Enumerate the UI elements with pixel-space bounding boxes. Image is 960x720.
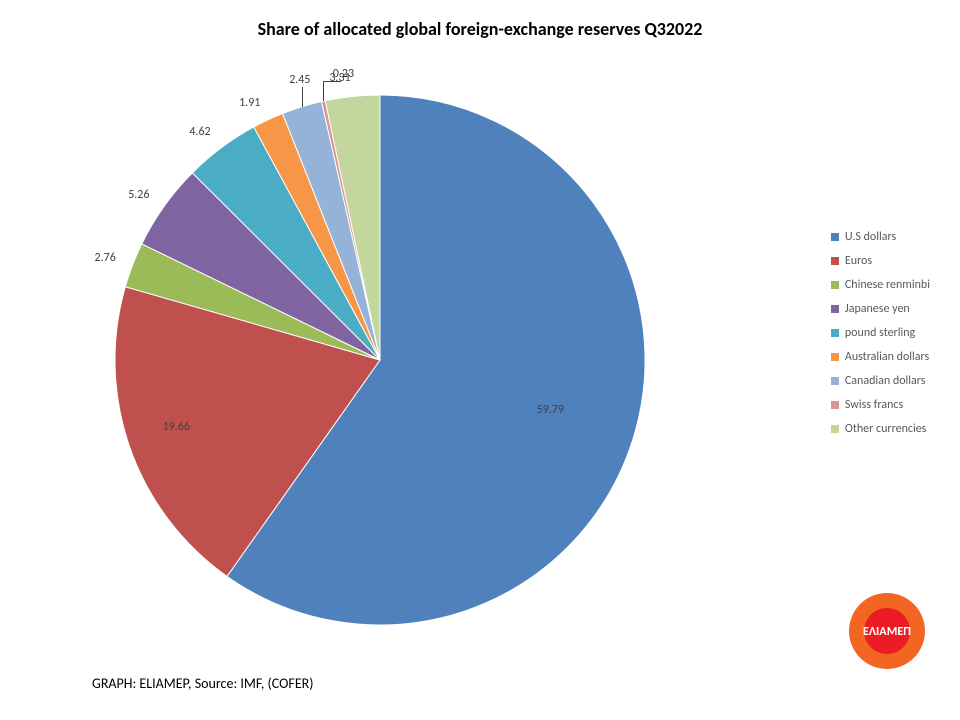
eliamep-logo: ΕΛΙΑΜΕΠ [848, 592, 926, 670]
data-label: 4.62 [189, 125, 210, 139]
legend-label: Swiss francs [845, 398, 903, 412]
legend-item: Other currencies [831, 422, 930, 436]
legend-swatch [831, 353, 839, 361]
legend-item: pound sterling [831, 326, 930, 340]
legend-label: Canadian dollars [845, 374, 926, 388]
pie-area [60, 60, 700, 640]
data-label: 5.26 [128, 188, 149, 202]
legend-swatch [831, 401, 839, 409]
legend-swatch [831, 281, 839, 289]
legend-label: Japanese yen [845, 302, 910, 316]
legend-label: Euros [845, 254, 872, 268]
legend-label: Chinese renminbi [845, 278, 930, 292]
svg-text:ΕΛΙΑΜΕΠ: ΕΛΙΑΜΕΠ [863, 624, 911, 639]
data-label: 2.76 [95, 251, 116, 265]
legend-label: Australian dollars [845, 350, 929, 364]
legend-swatch [831, 329, 839, 337]
legend-item: Swiss francs [831, 398, 930, 412]
legend-label: pound sterling [845, 326, 915, 340]
data-label: 3.31 [329, 71, 350, 85]
legend-item: Canadian dollars [831, 374, 930, 388]
legend-swatch [831, 377, 839, 385]
data-label: 1.91 [239, 96, 260, 110]
chart-title: Share of allocated global foreign-exchan… [0, 18, 960, 40]
legend-label: Other currencies [845, 422, 927, 436]
data-label: 2.45 [289, 73, 310, 87]
legend-item: U.S dollars [831, 230, 930, 244]
legend-item: Japanese yen [831, 302, 930, 316]
pie-svg [60, 60, 700, 640]
legend-item: Australian dollars [831, 350, 930, 364]
legend-swatch [831, 233, 839, 241]
source-caption: GRAPH: ELIAMEP, Source: IMF, (COFER) [92, 675, 314, 692]
data-label: 59.79 [537, 403, 564, 417]
legend-item: Chinese renminbi [831, 278, 930, 292]
legend-swatch [831, 257, 839, 265]
legend-label: U.S dollars [845, 230, 896, 244]
legend-swatch [831, 305, 839, 313]
legend-item: Euros [831, 254, 930, 268]
chart-container: Share of allocated global foreign-exchan… [0, 0, 960, 720]
legend-swatch [831, 425, 839, 433]
data-label: 19.66 [163, 420, 190, 434]
leader-line [302, 87, 303, 107]
leader-line [323, 81, 324, 101]
legend: U.S dollars Euros Chinese renminbi Japanese… [831, 230, 930, 446]
